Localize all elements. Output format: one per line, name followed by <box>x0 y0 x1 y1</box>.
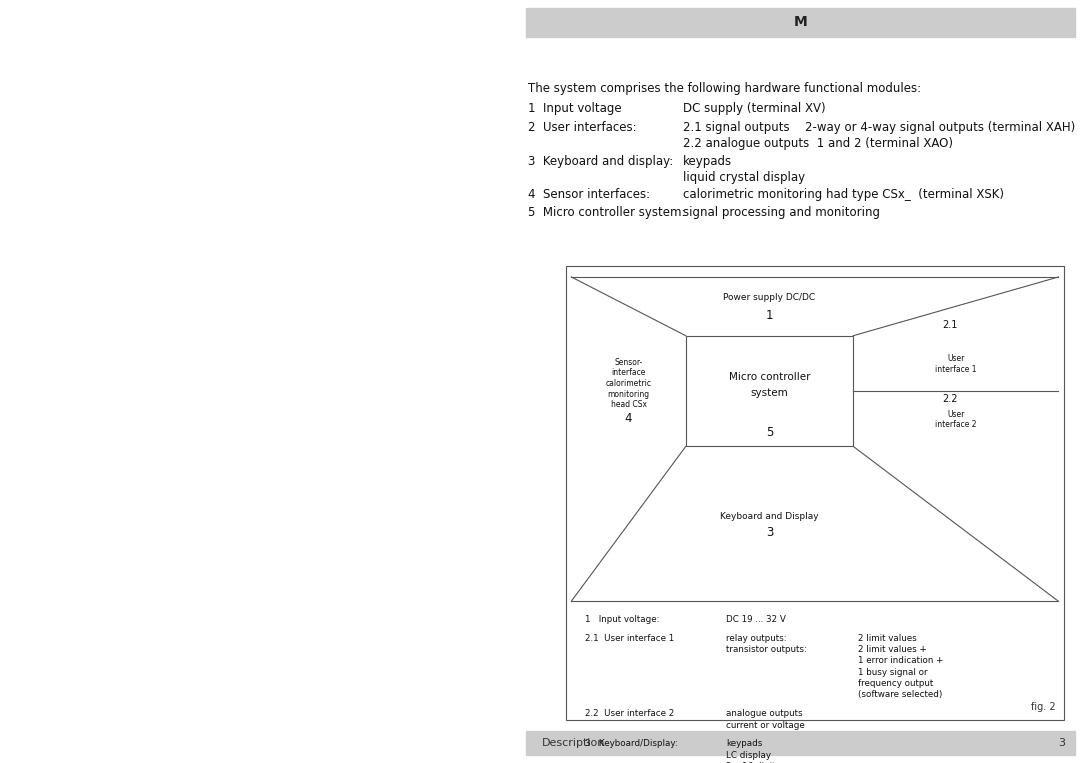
Text: 2.1 signal outputs: 2.1 signal outputs <box>683 121 789 134</box>
Text: DC 19 ... 32 V: DC 19 ... 32 V <box>726 615 785 624</box>
Text: system: system <box>751 388 788 398</box>
Text: frequency output: frequency output <box>858 679 933 688</box>
Text: Description: Description <box>542 738 606 749</box>
Text: current or voltage: current or voltage <box>726 720 805 729</box>
Bar <box>526 8 1075 37</box>
Text: 2.1  User interface 1: 2.1 User interface 1 <box>585 634 675 643</box>
Text: transistor outputs:: transistor outputs: <box>726 645 807 654</box>
Text: 4  Sensor interfaces:: 4 Sensor interfaces: <box>528 188 650 201</box>
Text: 4: 4 <box>625 412 632 425</box>
Bar <box>686 336 853 446</box>
Text: 1: 1 <box>766 309 773 322</box>
Text: LC display: LC display <box>726 751 771 760</box>
Text: keypads: keypads <box>726 739 762 749</box>
Text: M: M <box>794 15 807 29</box>
Text: monitoring: monitoring <box>607 390 650 398</box>
Text: signal processing and monitoring: signal processing and monitoring <box>683 206 879 219</box>
Text: calorimetric: calorimetric <box>606 379 651 388</box>
Text: 2.1: 2.1 <box>943 320 958 330</box>
Text: liquid crystal display: liquid crystal display <box>683 171 805 184</box>
Text: User: User <box>947 354 964 363</box>
Text: 2.2: 2.2 <box>943 394 958 404</box>
Text: analogue outputs: analogue outputs <box>726 710 802 718</box>
Text: 3: 3 <box>766 526 773 539</box>
Bar <box>566 266 1064 720</box>
Text: 1 error indication +: 1 error indication + <box>858 656 943 665</box>
Text: 3   Keyboard/Display:: 3 Keyboard/Display: <box>585 739 678 749</box>
Text: 2-way or 4-way signal outputs (terminal XAH): 2-way or 4-way signal outputs (terminal … <box>805 121 1075 134</box>
Bar <box>526 731 1075 755</box>
Text: relay outputs:: relay outputs: <box>726 634 786 643</box>
Text: calorimetric monitoring had type CSx_  (terminal XSK): calorimetric monitoring had type CSx_ (t… <box>683 188 1003 201</box>
Text: 2 limit values: 2 limit values <box>858 634 916 643</box>
Text: User: User <box>947 410 964 419</box>
Text: interface 1: interface 1 <box>935 365 976 374</box>
Text: 2.2  User interface 2: 2.2 User interface 2 <box>585 710 675 718</box>
Text: The system comprises the following hardware functional modules:: The system comprises the following hardw… <box>528 82 921 95</box>
Text: interface: interface <box>611 369 646 377</box>
Text: 3: 3 <box>1058 738 1065 749</box>
Text: 1  Input voltage: 1 Input voltage <box>528 102 622 115</box>
Text: (software selected): (software selected) <box>858 691 942 700</box>
Text: keypads: keypads <box>683 155 731 168</box>
Text: head CSx: head CSx <box>610 401 647 409</box>
Text: 2 x 16 digits: 2 x 16 digits <box>726 762 780 763</box>
Text: Micro controller: Micro controller <box>729 372 810 382</box>
Text: interface 2: interface 2 <box>935 420 976 430</box>
Text: DC supply (terminal XV): DC supply (terminal XV) <box>683 102 825 115</box>
Text: Sensor-: Sensor- <box>615 358 643 366</box>
Text: 3  Keyboard and display:: 3 Keyboard and display: <box>528 155 673 168</box>
Text: 2.2 analogue outputs  1 and 2 (terminal XAO): 2.2 analogue outputs 1 and 2 (terminal X… <box>683 137 953 150</box>
Text: 2 limit values +: 2 limit values + <box>858 645 927 654</box>
Text: fig. 2: fig. 2 <box>1030 702 1055 712</box>
Text: 5: 5 <box>766 426 773 439</box>
Text: Keyboard and Display: Keyboard and Display <box>720 512 819 520</box>
Text: 1 busy signal or: 1 busy signal or <box>858 668 927 677</box>
Text: Power supply DC/DC: Power supply DC/DC <box>724 293 815 301</box>
Text: 1   Input voltage:: 1 Input voltage: <box>585 615 660 624</box>
Text: 5  Micro controller system:: 5 Micro controller system: <box>528 206 686 219</box>
Text: 2  User interfaces:: 2 User interfaces: <box>528 121 637 134</box>
